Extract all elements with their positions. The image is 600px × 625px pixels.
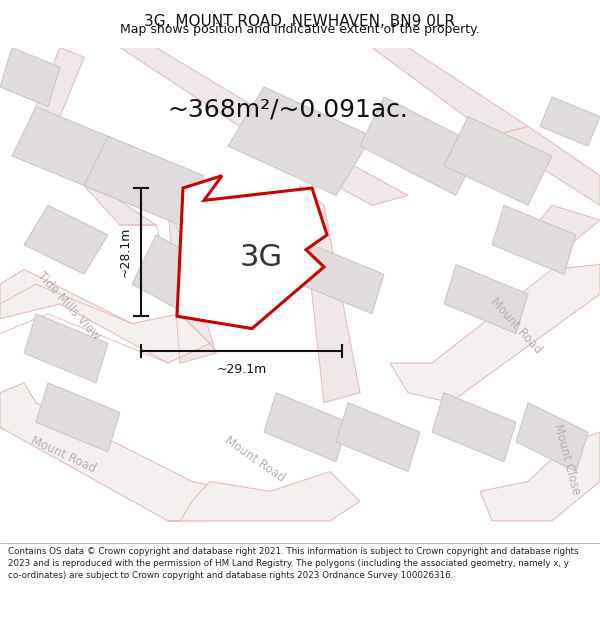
Text: ~368m²/~0.091ac.: ~368m²/~0.091ac. <box>167 97 409 121</box>
Polygon shape <box>12 107 132 196</box>
Polygon shape <box>528 205 600 245</box>
Text: Mount Road: Mount Road <box>488 296 544 357</box>
Text: Tide Mills View: Tide Mills View <box>35 270 103 343</box>
Polygon shape <box>228 87 372 196</box>
Text: 3G, MOUNT ROAD, NEWHAVEN, BN9 0LR: 3G, MOUNT ROAD, NEWHAVEN, BN9 0LR <box>145 14 455 29</box>
Polygon shape <box>300 156 408 205</box>
Polygon shape <box>120 48 336 166</box>
Polygon shape <box>264 392 348 462</box>
Polygon shape <box>24 48 84 146</box>
Polygon shape <box>432 392 516 462</box>
Polygon shape <box>168 205 216 363</box>
Polygon shape <box>0 48 60 107</box>
Polygon shape <box>24 314 108 383</box>
Text: Mount Road: Mount Road <box>223 434 287 485</box>
Polygon shape <box>540 97 600 146</box>
Polygon shape <box>444 116 552 205</box>
Polygon shape <box>84 136 204 225</box>
Polygon shape <box>480 432 600 521</box>
Text: ~29.1m: ~29.1m <box>217 363 266 376</box>
Polygon shape <box>372 48 528 136</box>
Polygon shape <box>360 97 480 196</box>
Text: Map shows position and indicative extent of the property.: Map shows position and indicative extent… <box>120 22 480 36</box>
Polygon shape <box>0 383 240 521</box>
Text: Mount Close: Mount Close <box>551 422 583 496</box>
Polygon shape <box>24 136 156 225</box>
Polygon shape <box>492 205 576 274</box>
Polygon shape <box>492 126 600 205</box>
Polygon shape <box>132 235 228 324</box>
Text: Mount Road: Mount Road <box>28 434 98 475</box>
Polygon shape <box>300 186 360 402</box>
Polygon shape <box>0 269 210 363</box>
Text: ~28.1m: ~28.1m <box>119 227 132 278</box>
Polygon shape <box>24 205 108 274</box>
Text: 3G: 3G <box>239 242 283 272</box>
Polygon shape <box>36 383 120 452</box>
Polygon shape <box>168 472 360 521</box>
Polygon shape <box>516 402 588 472</box>
Polygon shape <box>300 245 384 314</box>
Polygon shape <box>444 264 528 334</box>
Polygon shape <box>336 402 420 472</box>
Text: Contains OS data © Crown copyright and database right 2021. This information is : Contains OS data © Crown copyright and d… <box>8 548 578 580</box>
Polygon shape <box>390 264 600 402</box>
Polygon shape <box>177 176 327 329</box>
